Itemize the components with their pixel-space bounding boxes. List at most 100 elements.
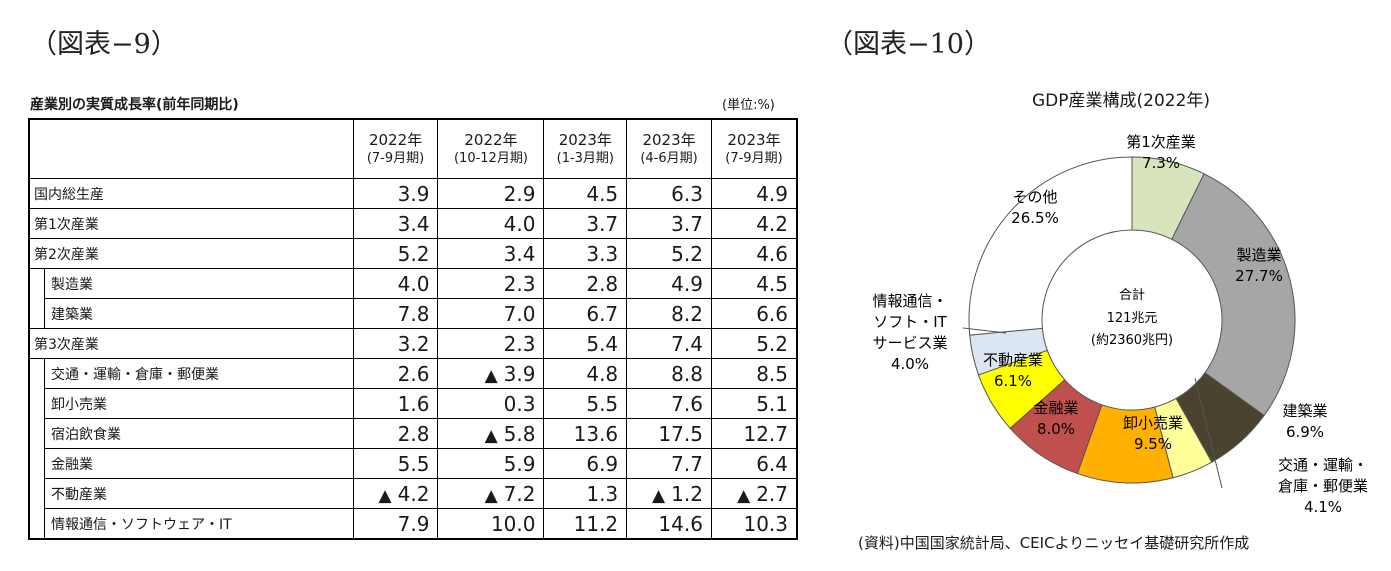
row-label: 第1次産業 xyxy=(28,208,354,239)
slice-label: 情報通信・ソフト・IT サービス業 4.0% xyxy=(872,292,947,373)
value-text: 6.3 xyxy=(671,181,703,206)
column-header: 2023年 (1-3月期) xyxy=(543,118,628,179)
value-text: 10.3 xyxy=(743,511,788,536)
center-total-value: 121兆元 xyxy=(1107,311,1158,326)
table-row: 製造業 4.0 2.3 2.8 4.9 4.5 xyxy=(28,268,798,299)
value-text: 0.3 xyxy=(503,391,536,416)
value-cell: 3.7 xyxy=(543,208,628,239)
slice-label: 交通・運輸・倉庫・郵便業 4.1% xyxy=(1278,456,1368,516)
row-label: 交通・運輸・倉庫・郵便業 xyxy=(44,358,354,389)
row-label: 金融業 xyxy=(44,448,354,479)
indent-cell xyxy=(28,388,45,419)
value-cell: 8.5 xyxy=(710,358,798,389)
value-text: 5.1 xyxy=(756,391,788,416)
value-cell: 7.9 xyxy=(352,508,439,540)
value-cell: 3.9 xyxy=(352,178,439,209)
value-cell: 5.1 xyxy=(710,388,798,419)
value-cell: 7.7 xyxy=(626,448,712,479)
column-header: 2022年 (7-9月期) xyxy=(352,118,439,179)
table-unit: (単位:%) xyxy=(722,98,775,113)
center-total-yen: (約2360兆円) xyxy=(1091,333,1173,348)
value-text: 3.9 xyxy=(397,181,430,206)
table-row: 第1次産業 3.4 4.0 3.7 3.7 4.2 xyxy=(28,208,798,239)
value-cell: 6.3 xyxy=(626,178,712,209)
value-cell: 4.2 xyxy=(710,208,798,239)
slice-label: 不動産業 6.1% xyxy=(983,351,1043,390)
value-text: 5.8 xyxy=(503,421,536,446)
value-text: 4.9 xyxy=(756,181,788,206)
value-text: 7.9 xyxy=(397,511,430,536)
value-cell: 5.5 xyxy=(543,388,628,419)
value-cell: 6.6 xyxy=(710,298,798,329)
indent-cell xyxy=(28,418,45,449)
row-label: 第2次産業 xyxy=(28,238,354,269)
value-cell: 1.3 xyxy=(543,478,628,509)
value-text: 1.2 xyxy=(671,481,703,506)
value-text: 3.4 xyxy=(503,241,536,266)
value-text: 14.6 xyxy=(658,511,703,536)
negative-marker: ▲ xyxy=(378,485,392,506)
value-text: 7.4 xyxy=(671,331,703,356)
slice-label: 卸小売業 9.5% xyxy=(1123,414,1183,453)
row-label: 製造業 xyxy=(44,268,354,299)
negative-marker: ▲ xyxy=(652,485,666,506)
value-text: 2.3 xyxy=(503,271,536,296)
value-text: 5.5 xyxy=(397,451,430,476)
indent-cell xyxy=(28,298,45,329)
value-text: 7.7 xyxy=(671,451,703,476)
negative-marker: ▲ xyxy=(484,485,498,506)
table-row: 卸小売業 1.6 0.3 5.5 7.6 5.1 xyxy=(28,388,798,419)
slice-label-line: ソフト・IT xyxy=(873,313,947,331)
value-text: 4.0 xyxy=(397,271,430,296)
value-cell: 4.6 xyxy=(710,238,798,269)
value-text: 5.4 xyxy=(586,331,619,356)
value-cell: 5.4 xyxy=(543,328,628,359)
value-text: 6.9 xyxy=(586,451,619,476)
value-cell: 10.3 xyxy=(710,508,798,540)
value-text: 7.6 xyxy=(671,391,703,416)
value-cell: 4.9 xyxy=(710,178,798,209)
slice-label-line: 金融業 xyxy=(1033,399,1078,417)
column-header: 2022年 (10-12月期) xyxy=(437,118,545,179)
slice-label-line: 情報通信・ xyxy=(872,292,947,310)
value-text: 2.9 xyxy=(503,181,536,206)
value-text: 5.5 xyxy=(586,391,619,416)
table-header-row: 2022年 (7-9月期) 2022年 (10-12月期) 2023年 (1-3月期)… xyxy=(28,118,798,179)
center-total-label: 合計 xyxy=(1119,287,1145,303)
value-cell: 1.6 xyxy=(352,388,439,419)
value-cell: ▲ 1.2 xyxy=(626,478,712,509)
value-text: 4.6 xyxy=(756,241,788,266)
value-cell: 6.9 xyxy=(543,448,628,479)
value-text: 5.2 xyxy=(671,241,703,266)
slice-label-line: 建築業 xyxy=(1282,402,1327,420)
negative-marker: ▲ xyxy=(484,425,498,446)
chart-title: GDP産業構成(2022年) xyxy=(1032,91,1211,111)
header-corner xyxy=(28,118,354,179)
value-cell: 4.5 xyxy=(543,178,628,209)
value-cell: 8.8 xyxy=(626,358,712,389)
value-cell: 7.6 xyxy=(626,388,712,419)
value-cell: 7.4 xyxy=(626,328,712,359)
value-text: 1.6 xyxy=(397,391,430,416)
row-label: 国内総生産 xyxy=(28,178,354,209)
slice-label: 製造業 27.7% xyxy=(1235,246,1283,285)
row-label: 情報通信・ソフトウェア・IT xyxy=(44,508,354,540)
figure-9-title: （図表−9） xyxy=(30,29,178,60)
value-text: 5.9 xyxy=(503,451,536,476)
indent-cell xyxy=(28,448,45,479)
value-cell: ▲ 4.2 xyxy=(352,478,439,509)
value-cell: 6.7 xyxy=(543,298,628,329)
value-text: 4.9 xyxy=(671,271,703,296)
value-text: 4.5 xyxy=(586,181,619,206)
column-header: 2023年 (4-6月期) xyxy=(626,118,712,179)
value-text: 6.6 xyxy=(756,301,788,326)
value-text: 8.5 xyxy=(756,361,788,386)
table-row: 建築業 7.8 7.0 6.7 8.2 6.6 xyxy=(28,298,798,329)
value-cell: 17.5 xyxy=(626,418,712,449)
table-row: 金融業 5.5 5.9 6.9 7.7 6.4 xyxy=(28,448,798,479)
value-text: 2.7 xyxy=(756,481,788,506)
slice-label-line: 6.1% xyxy=(994,372,1032,390)
value-cell: 10.0 xyxy=(437,508,545,540)
value-text: 10.0 xyxy=(490,511,536,536)
slice-label-line: 4.0% xyxy=(891,355,929,373)
